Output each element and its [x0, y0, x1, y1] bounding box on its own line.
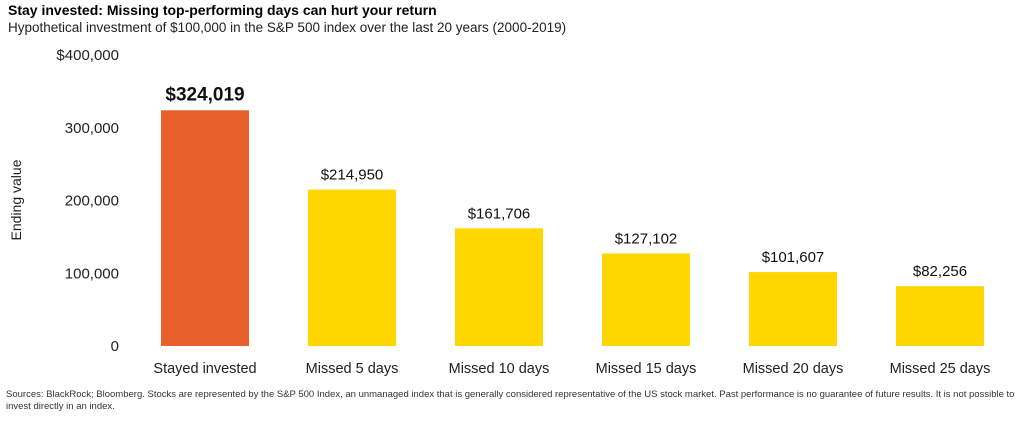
bar	[896, 286, 984, 346]
bar	[602, 253, 690, 346]
bar	[455, 228, 543, 346]
x-tick-label: Missed 20 days	[743, 361, 844, 377]
bar	[308, 189, 396, 346]
y-tick-label: 300,000	[65, 120, 119, 137]
chart-subtitle: Hypothetical investment of $100,000 in t…	[8, 20, 567, 35]
x-tick-label: Stayed invested	[153, 361, 256, 377]
bar	[161, 110, 249, 346]
x-tick-label: Missed 5 days	[306, 361, 399, 377]
bars: $324,019 $214,950 $161,706 $127,102 $101,607…	[161, 84, 984, 346]
x-tick-label: Missed 25 days	[890, 361, 991, 377]
bar	[749, 272, 837, 346]
footnote: Sources: BlackRock; Bloomberg. Stocks ar…	[6, 389, 1015, 412]
data-label: $82,256	[913, 263, 967, 280]
data-label: $101,607	[762, 249, 825, 266]
y-tick-label: 0	[111, 338, 119, 355]
data-label: $161,706	[468, 205, 531, 222]
y-axis: 0 100,000 200,000 300,000 $400,000	[56, 47, 119, 355]
x-tick-label: Missed 10 days	[449, 361, 550, 377]
x-axis: Stayed invested Missed 5 days Missed 10 da…	[153, 361, 990, 377]
y-tick-label: 200,000	[65, 193, 119, 210]
chart-title: Stay invested: Missing top-performing da…	[8, 2, 437, 18]
y-tick-label: 100,000	[65, 265, 119, 282]
y-axis-label: Ending value	[8, 159, 24, 240]
data-label: $127,102	[615, 231, 678, 248]
x-tick-label: Missed 15 days	[596, 361, 697, 377]
data-label: $214,950	[321, 167, 384, 184]
data-label: $324,019	[165, 84, 244, 105]
y-tick-label: $400,000	[56, 47, 119, 64]
